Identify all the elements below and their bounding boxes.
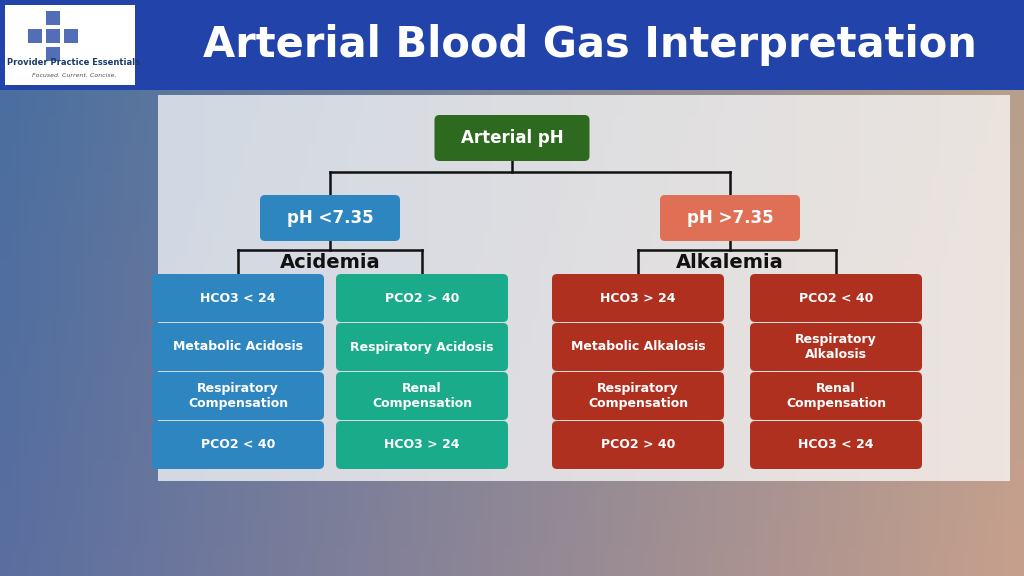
FancyBboxPatch shape [46, 12, 60, 25]
FancyBboxPatch shape [434, 115, 590, 161]
Text: Acidemia: Acidemia [280, 253, 380, 272]
FancyBboxPatch shape [260, 195, 400, 241]
Text: Respiratory
Compensation: Respiratory Compensation [188, 382, 288, 410]
Text: Provider Practice Essentials: Provider Practice Essentials [7, 58, 140, 67]
Text: HCO3 < 24: HCO3 < 24 [201, 291, 275, 305]
Text: HCO3 > 24: HCO3 > 24 [600, 291, 676, 305]
FancyBboxPatch shape [152, 274, 324, 322]
FancyBboxPatch shape [750, 323, 922, 371]
FancyBboxPatch shape [552, 323, 724, 371]
FancyBboxPatch shape [5, 5, 135, 85]
FancyBboxPatch shape [29, 29, 42, 43]
FancyBboxPatch shape [336, 372, 508, 420]
FancyBboxPatch shape [552, 421, 724, 469]
Text: Metabolic Alkalosis: Metabolic Alkalosis [570, 340, 706, 354]
FancyBboxPatch shape [552, 274, 724, 322]
FancyBboxPatch shape [0, 0, 1024, 90]
Text: HCO3 < 24: HCO3 < 24 [799, 438, 873, 452]
FancyBboxPatch shape [158, 95, 1010, 481]
FancyBboxPatch shape [152, 421, 324, 469]
FancyBboxPatch shape [46, 29, 60, 43]
Text: Renal
Compensation: Renal Compensation [372, 382, 472, 410]
Text: PCO2 > 40: PCO2 > 40 [385, 291, 459, 305]
Text: PCO2 < 40: PCO2 < 40 [799, 291, 873, 305]
Text: Arterial Blood Gas Interpretation: Arterial Blood Gas Interpretation [203, 24, 977, 66]
Text: PCO2 > 40: PCO2 > 40 [601, 438, 675, 452]
Text: HCO3 > 24: HCO3 > 24 [384, 438, 460, 452]
Text: Alkalemia: Alkalemia [676, 253, 784, 272]
FancyBboxPatch shape [552, 372, 724, 420]
Text: pH <7.35: pH <7.35 [287, 209, 374, 227]
Text: Focused. Current. Concise.: Focused. Current. Concise. [32, 73, 116, 78]
FancyBboxPatch shape [65, 29, 79, 43]
FancyBboxPatch shape [152, 323, 324, 371]
FancyBboxPatch shape [750, 421, 922, 469]
Text: Renal
Compensation: Renal Compensation [786, 382, 886, 410]
FancyBboxPatch shape [750, 274, 922, 322]
Text: Respiratory Acidosis: Respiratory Acidosis [350, 340, 494, 354]
Text: Respiratory
Alkalosis: Respiratory Alkalosis [795, 333, 877, 361]
Text: Metabolic Acidosis: Metabolic Acidosis [173, 340, 303, 354]
Text: pH >7.35: pH >7.35 [687, 209, 773, 227]
Text: Respiratory
Compensation: Respiratory Compensation [588, 382, 688, 410]
FancyBboxPatch shape [660, 195, 800, 241]
Text: Arterial pH: Arterial pH [461, 129, 563, 147]
FancyBboxPatch shape [750, 372, 922, 420]
FancyBboxPatch shape [336, 323, 508, 371]
FancyBboxPatch shape [152, 372, 324, 420]
Text: PCO2 < 40: PCO2 < 40 [201, 438, 275, 452]
FancyBboxPatch shape [336, 421, 508, 469]
FancyBboxPatch shape [336, 274, 508, 322]
FancyBboxPatch shape [46, 47, 60, 62]
